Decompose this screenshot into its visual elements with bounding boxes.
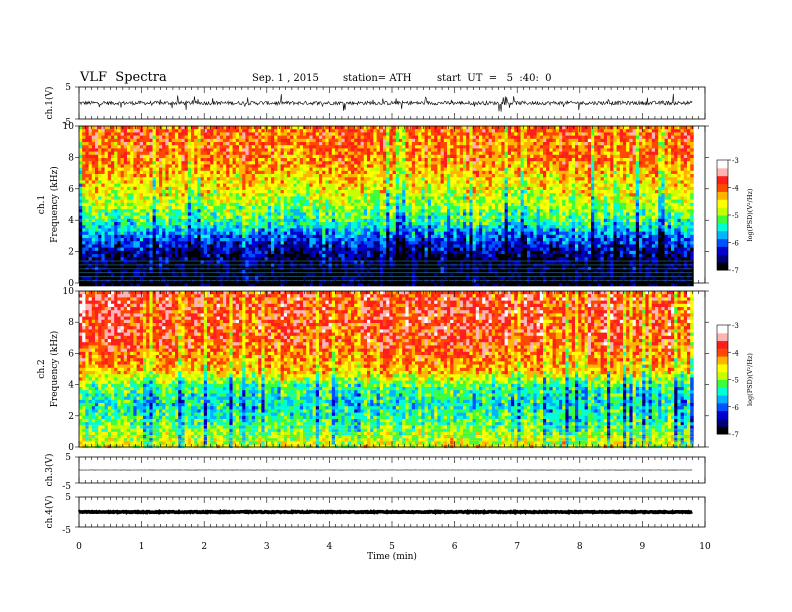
- x-tick-label: 8: [577, 542, 583, 552]
- y-tick-label-1: 6: [68, 185, 74, 195]
- x-tick-label: 4: [327, 542, 333, 552]
- x-tick-label: 6: [452, 542, 458, 552]
- y-tick-label-top-4: 5: [65, 493, 71, 503]
- y-tick-label-2: 6: [68, 349, 74, 359]
- colorbar-step-2: [717, 332, 728, 342]
- colorbar-tick-label-1: -7: [732, 267, 739, 275]
- y-label-frequency-1: Frequency (kHz): [49, 166, 60, 243]
- colorbar-tick-label-2: -6: [732, 404, 739, 412]
- y-label-channel-2: ch.2: [37, 359, 47, 378]
- colorbar-tick-label-2: -5: [732, 377, 739, 385]
- colorbar-step-1: [717, 175, 728, 185]
- colorbar-step-2: [717, 426, 728, 435]
- y-tick-label-bottom-0: -5: [62, 118, 71, 128]
- colorbar-step-2: [717, 356, 728, 365]
- colorbar-step-2: [717, 410, 728, 419]
- y-label-frequency-2: Frequency (kHz): [49, 331, 60, 408]
- waveform-line-0: [78, 93, 693, 112]
- x-tick-label: 1: [139, 542, 145, 552]
- colorbar-label-2: log(PSD)(V²/Hz): [746, 353, 754, 406]
- colorbar-step-1: [717, 191, 728, 200]
- colorbar-step-2: [717, 395, 728, 404]
- colorbar-step-2: [717, 402, 728, 412]
- y-tick-label-bottom-3: -5: [62, 482, 71, 492]
- y-tick-label-1: 0: [68, 279, 74, 289]
- x-tick-label: 7: [514, 542, 520, 552]
- y-tick-label-top-0: 5: [65, 83, 71, 93]
- date-label: Sep. 1 , 2015: [252, 73, 319, 84]
- y-tick-label-2: 2: [68, 412, 74, 422]
- colorbar-tick-label-1: -4: [732, 185, 739, 193]
- y-tick-label-top-3: 5: [65, 453, 71, 463]
- colorbar-step-1: [717, 160, 728, 169]
- colorbar-step-1: [717, 199, 728, 208]
- y-tick-label-2: 4: [68, 381, 74, 391]
- figure-title: VLF Spectra: [80, 70, 167, 85]
- colorbar-tick-label-1: -6: [732, 240, 739, 248]
- colorbar-tick-label-1: -3: [732, 157, 739, 165]
- colorbar-step-2: [717, 340, 728, 349]
- x-tick-label: 9: [640, 542, 646, 552]
- y-label-0: ch.1(V): [44, 87, 55, 120]
- y-label-3: ch.3(V): [44, 454, 55, 487]
- y-tick-label-1: 4: [68, 216, 74, 226]
- colorbar-step-2: [717, 387, 728, 396]
- colorbar-step-1: [717, 167, 728, 177]
- colorbar-step-1: [717, 230, 728, 240]
- colorbar-tick-label-2: -7: [732, 431, 739, 439]
- colorbar-step-1: [717, 246, 728, 255]
- colorbar-step-1: [717, 183, 728, 192]
- colorbar-step-2: [717, 348, 728, 357]
- colorbar-label-1: log(PSD)(V²/Hz): [746, 188, 754, 241]
- y-label-4: ch.4(V): [44, 496, 55, 529]
- x-tick-label: 10: [699, 542, 711, 552]
- y-tick-label-2: 8: [68, 318, 74, 328]
- y-tick-label-2: 0: [68, 443, 74, 453]
- colorbar-tick-label-1: -5: [732, 212, 739, 220]
- colorbar-tick-label-2: -4: [732, 349, 739, 357]
- y-tick-label-1: 8: [68, 153, 74, 163]
- colorbar-step-2: [717, 418, 728, 427]
- colorbar-step-1: [717, 254, 728, 263]
- colorbar-step-1: [717, 222, 728, 232]
- x-tick-label: 0: [76, 542, 82, 552]
- spectrogram-cells-1: [79, 126, 694, 287]
- x-tick-label: 3: [264, 542, 270, 552]
- y-tick-label-2: 10: [63, 287, 75, 297]
- colorbar-step-1: [717, 262, 728, 271]
- x-axis-label: Time (min): [367, 551, 417, 562]
- colorbar-tick-label-2: -3: [732, 322, 739, 330]
- colorbar-step-2: [717, 325, 728, 334]
- station-label: station= ATH: [343, 73, 411, 84]
- colorbar-step-2: [717, 371, 728, 380]
- spectrogram-cells-2: [79, 291, 694, 449]
- start-time-label: start UT = 5 :40: 0: [437, 73, 552, 84]
- y-tick-label-bottom-4: -5: [62, 526, 71, 536]
- colorbar-step-1: [717, 238, 728, 247]
- colorbar-step-1: [717, 215, 728, 224]
- y-label-channel-1: ch.1: [37, 195, 47, 214]
- x-tick-label: 2: [201, 542, 207, 552]
- colorbar-step-1: [717, 207, 728, 216]
- colorbar-step-2: [717, 363, 728, 373]
- y-tick-label-1: 2: [68, 248, 74, 258]
- waveform-line-4: [77, 508, 693, 515]
- colorbar-step-2: [717, 379, 728, 388]
- x-tick-label: 5: [389, 542, 395, 552]
- y-tick-label-1: 10: [63, 122, 75, 132]
